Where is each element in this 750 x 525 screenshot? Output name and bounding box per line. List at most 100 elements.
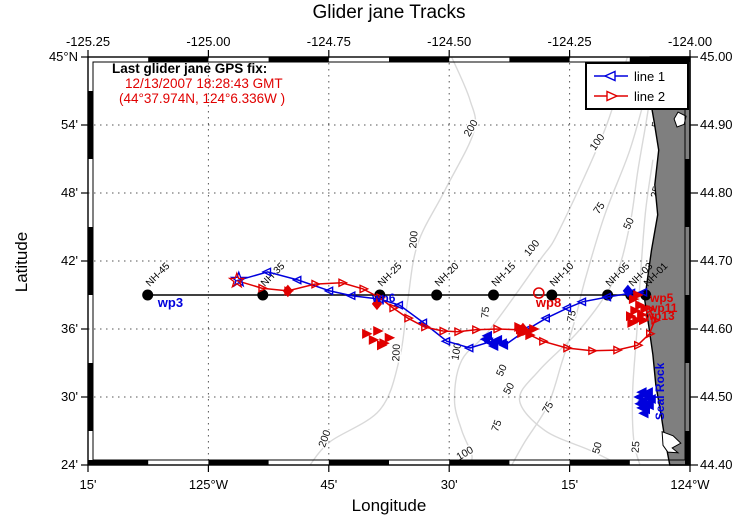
- track-marker-line-2: [454, 326, 465, 337]
- track-marker-line-2: [563, 343, 573, 353]
- x-axis-label: Longitude: [351, 496, 427, 515]
- marker-cluster: [633, 289, 644, 301]
- frame-band: [88, 363, 93, 431]
- tick-label-left: 36': [61, 321, 78, 336]
- contour-label: 50: [621, 216, 637, 232]
- contour-label: 200: [390, 344, 403, 362]
- frame-band: [449, 460, 510, 465]
- nh-station-label: NH-10: [548, 261, 577, 290]
- marker-cluster: [487, 340, 499, 352]
- gps-fix-datetime: 12/13/2007 18:28:43 GMT: [125, 76, 283, 91]
- track-marker-line-2: [634, 340, 644, 351]
- tick-label-left: 42': [61, 253, 78, 268]
- contour-label: 75: [565, 309, 579, 323]
- legend-marker-line2: [594, 90, 628, 102]
- track-line-2: [236, 279, 656, 352]
- contour-label: 75: [489, 418, 504, 433]
- wp8-label: wp8: [535, 295, 561, 310]
- marker-cluster: [496, 338, 507, 349]
- nh-station-label: NH-15: [490, 261, 519, 290]
- track-marker-line-1: [637, 287, 648, 298]
- marker-cluster: [379, 338, 390, 349]
- tick-label-top: -125.25: [66, 34, 110, 49]
- track-marker-line-2: [472, 324, 482, 335]
- gps-fix-annotation: Last glider jane GPS fix: 12/13/2007 18:…: [112, 61, 285, 106]
- tick-label-right: 45.00: [700, 49, 733, 64]
- tick-label-top: -124.75: [307, 34, 351, 49]
- tick-label-top: -124.00: [668, 34, 712, 49]
- track-marker-line-1: [393, 300, 404, 310]
- legend: line 1 line 2: [585, 62, 689, 110]
- tick-label-top: -125.00: [186, 34, 230, 49]
- marker-cluster: [373, 325, 384, 337]
- frame-band: [629, 57, 690, 62]
- track-marker-line-1: [463, 343, 474, 353]
- frame-band: [685, 431, 690, 465]
- bathy-contour-50: [518, 56, 656, 466]
- waypoint-diamond: [282, 284, 294, 298]
- marker-cluster: [525, 330, 536, 341]
- contour-label: 100: [587, 132, 607, 153]
- track-marker-line-2: [311, 279, 322, 289]
- frame-band: [389, 57, 450, 62]
- track-marker-line-2: [651, 315, 662, 325]
- contour-label: 200: [316, 428, 333, 449]
- start-star-red: [227, 271, 246, 289]
- track-marker-line-1: [345, 290, 356, 301]
- tick-label-left: 24': [61, 457, 78, 472]
- contour-label: 75: [479, 306, 492, 319]
- track-marker-line-2: [338, 278, 349, 288]
- marker-cluster: [633, 391, 644, 403]
- tick-label-right: 44.40: [700, 457, 733, 472]
- track-marker-line-2: [613, 345, 624, 355]
- tick-label-bottom: 15': [561, 477, 578, 492]
- marker-cluster: [627, 317, 638, 328]
- tick-label-right: 44.50: [700, 389, 733, 404]
- wp13-label: wp13: [644, 309, 675, 323]
- track-marker-line-2: [493, 324, 504, 334]
- contour-label: 200: [407, 230, 420, 249]
- tick-label-bottom: 125°W: [189, 477, 229, 492]
- frame-band: [569, 460, 630, 465]
- contour-label: 75: [540, 400, 556, 416]
- tick-label-right: 44.90: [700, 117, 733, 132]
- chart-title: Glider jane Tracks: [312, 2, 466, 23]
- track-marker-line-2: [439, 326, 450, 336]
- nh-station-dot: [488, 289, 499, 301]
- marker-cluster: [481, 330, 492, 341]
- tick-label-top: -124.25: [548, 34, 592, 49]
- track-marker-line-2: [389, 303, 400, 313]
- legend-label-line2: line 2: [634, 88, 666, 104]
- contour-label: 25: [630, 441, 643, 454]
- frame-band: [685, 295, 690, 363]
- marker-cluster: [368, 334, 380, 345]
- left-triangle-icon: [603, 70, 616, 82]
- marker-cluster: [640, 303, 651, 314]
- marker-cluster: [645, 393, 656, 405]
- frame-band: [88, 91, 93, 159]
- tick-label-bottom: 45': [320, 477, 337, 492]
- marker-cluster: [529, 323, 540, 335]
- bathy-contour-75: [511, 79, 651, 466]
- tick-label-left: 30': [61, 389, 78, 404]
- tick-label-right: 44.80: [700, 185, 733, 200]
- frame-band: [509, 57, 570, 62]
- coast-patch: [661, 430, 682, 454]
- marker-cluster: [639, 315, 650, 326]
- contour-label: 50: [590, 441, 605, 456]
- tick-label-right: 44.60: [700, 321, 733, 336]
- tick-label-bottom: 30': [441, 477, 458, 492]
- nh-station-label: NH-45: [144, 261, 173, 290]
- marker-cluster: [626, 311, 637, 322]
- wp11-label: wp11: [647, 301, 678, 315]
- track-marker-line-1: [540, 313, 550, 323]
- track-marker-line-1: [440, 336, 451, 346]
- track-marker-line-2: [404, 313, 415, 323]
- frame-band: [685, 159, 690, 227]
- marker-cluster: [642, 387, 653, 398]
- track-marker-line-2: [258, 283, 269, 293]
- contour-label: 100: [522, 237, 543, 258]
- wp3-label: wp3: [157, 295, 183, 310]
- bathy-contour-200: [309, 56, 477, 466]
